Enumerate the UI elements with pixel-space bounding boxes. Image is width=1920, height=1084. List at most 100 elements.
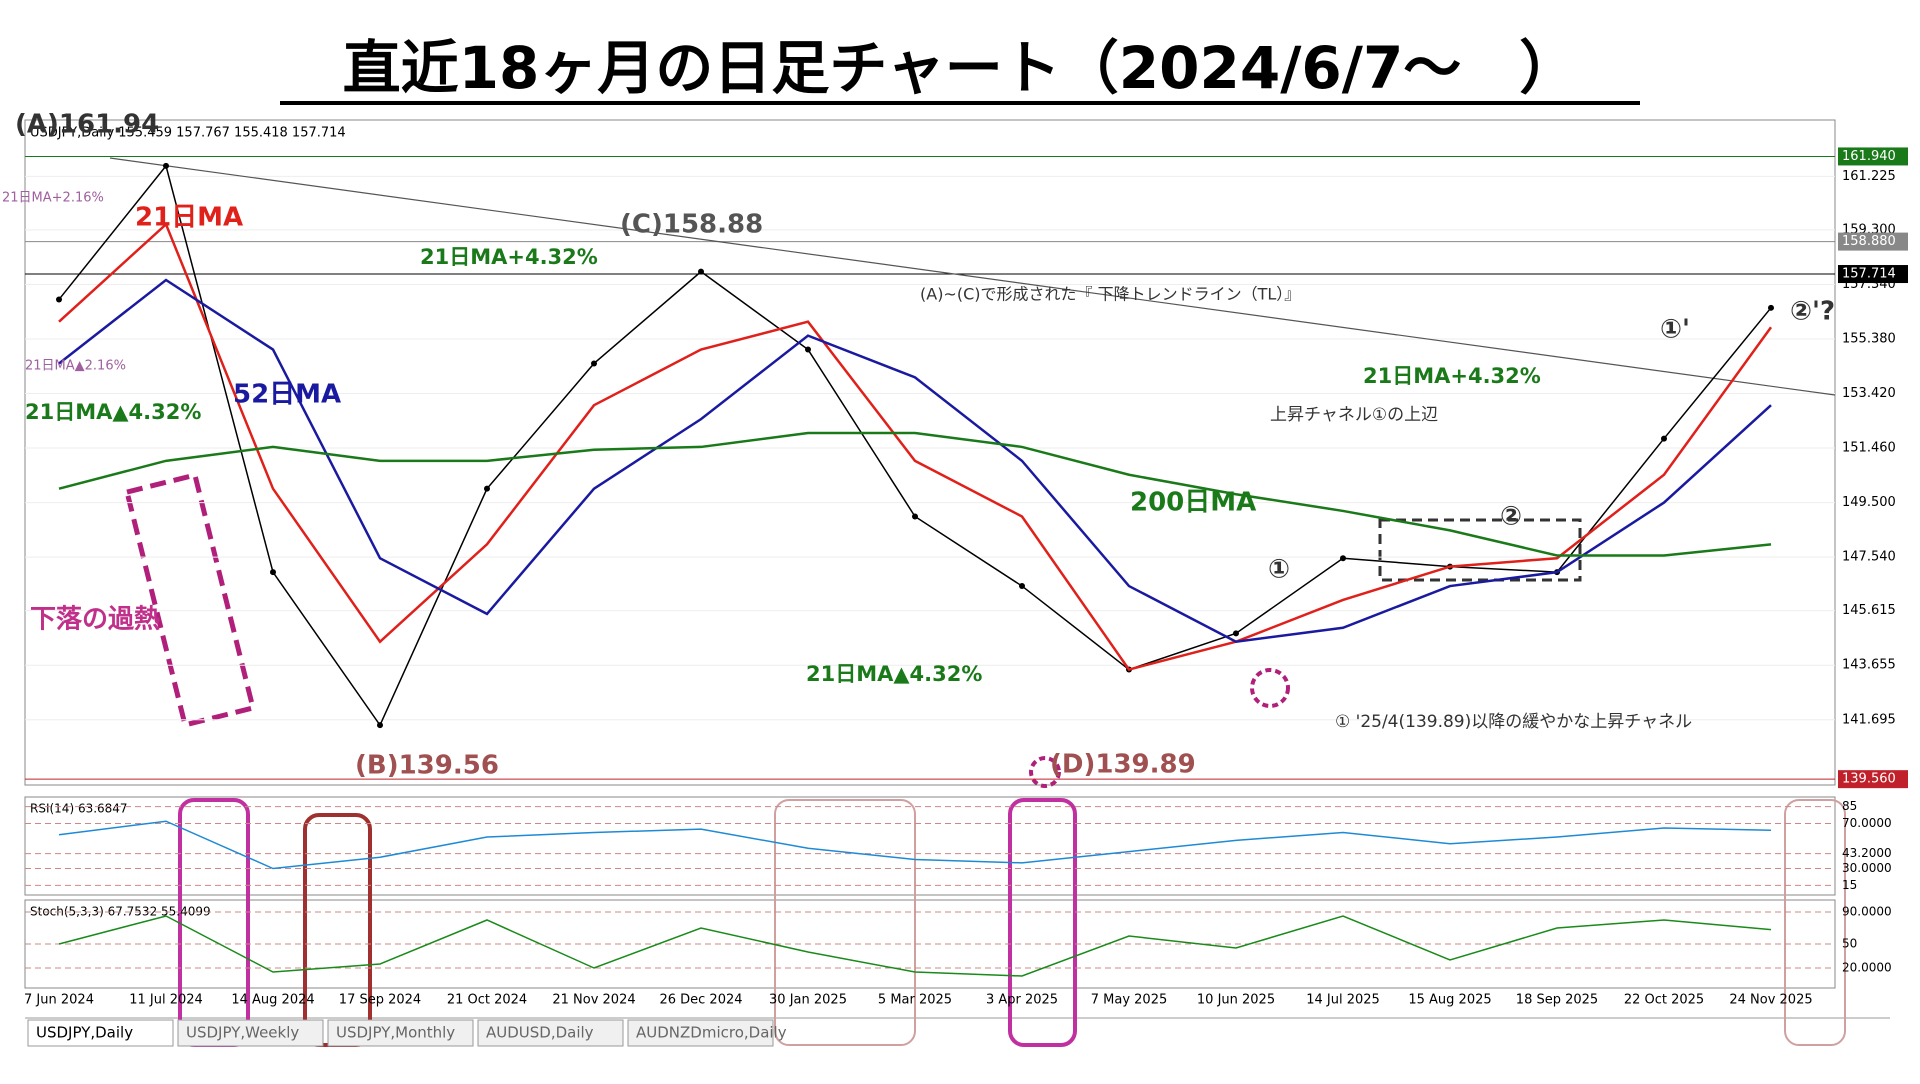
tab-label: USDJPY,Daily bbox=[36, 1024, 133, 1042]
annotation: 21日MA+2.16% bbox=[2, 191, 104, 206]
annotation: ②'? bbox=[1790, 297, 1835, 327]
x-tick-label: 22 Oct 2025 bbox=[1624, 993, 1704, 1008]
annotation: ①' bbox=[1660, 315, 1690, 345]
price-point bbox=[1768, 304, 1774, 311]
annotation: 200日MA bbox=[1130, 488, 1256, 518]
tab[interactable] bbox=[177, 1019, 324, 1047]
tab[interactable] bbox=[327, 1019, 474, 1047]
price-point bbox=[1661, 435, 1667, 442]
annotation: ① bbox=[1268, 555, 1290, 585]
annotation: (D)139.89 bbox=[1050, 750, 1196, 780]
y-tick-label: 20.0000 bbox=[1842, 961, 1892, 975]
price-point bbox=[1233, 630, 1239, 637]
y-tick-label: 85 bbox=[1842, 799, 1857, 813]
price-label-bg bbox=[1838, 265, 1908, 284]
x-tick-label: 30 Jan 2025 bbox=[769, 993, 847, 1008]
annotation: ② bbox=[1500, 502, 1522, 532]
low-circle bbox=[1029, 756, 1061, 788]
stoch-line bbox=[58, 915, 1772, 977]
x-tick-label: 14 Jul 2025 bbox=[1306, 993, 1380, 1008]
range-box bbox=[1378, 518, 1582, 582]
price-point bbox=[805, 346, 811, 353]
rsi-label: RSI(14) 63.6847 bbox=[30, 802, 128, 816]
highlight-box bbox=[1008, 798, 1077, 1047]
price-label-bg bbox=[1838, 770, 1908, 789]
annotation: (A)~(C)で形成された『 下降トレンドライン（TL）』 bbox=[920, 285, 1300, 304]
y-tick-label: 151.460 bbox=[1842, 441, 1896, 456]
price-label: 139.560 bbox=[1842, 772, 1896, 787]
price-label: 158.880 bbox=[1842, 234, 1896, 249]
annotation: 21日MA+4.32% bbox=[420, 245, 598, 269]
x-tick-label: 14 Aug 2024 bbox=[231, 993, 314, 1008]
main-pane bbox=[24, 119, 1836, 786]
highlight-box bbox=[178, 798, 250, 1047]
annotation: 21日MA bbox=[135, 203, 243, 233]
tab[interactable] bbox=[477, 1019, 624, 1047]
price-point bbox=[163, 162, 169, 169]
annotation: 21日MA▲4.32% bbox=[25, 400, 201, 424]
price-label: 157.714 bbox=[1842, 267, 1896, 282]
x-tick-label: 11 Jul 2024 bbox=[129, 993, 203, 1008]
tab-label: USDJPY,Monthly bbox=[336, 1024, 455, 1042]
series-line bbox=[58, 164, 1772, 727]
tab-label: USDJPY,Weekly bbox=[186, 1024, 299, 1042]
price-label-bg bbox=[1838, 232, 1908, 251]
y-tick-label: 30.0000 bbox=[1842, 861, 1892, 875]
x-tick-label: 26 Dec 2024 bbox=[659, 993, 742, 1008]
price-point bbox=[270, 569, 276, 576]
y-tick-label: 155.380 bbox=[1842, 331, 1896, 346]
y-tick-label: 149.500 bbox=[1842, 495, 1896, 510]
x-tick-label: 7 Jun 2024 bbox=[24, 993, 94, 1008]
tab-label: AUDNZDmicro,Daily bbox=[636, 1024, 787, 1042]
price-point bbox=[912, 513, 918, 520]
series-line bbox=[58, 278, 1772, 643]
x-tick-label: 10 Jun 2025 bbox=[1197, 993, 1275, 1008]
annotation: (A)161.94 bbox=[15, 110, 159, 140]
highlight-box bbox=[774, 799, 916, 1046]
x-tick-label: 7 May 2025 bbox=[1091, 993, 1168, 1008]
tab[interactable] bbox=[27, 1019, 174, 1047]
y-tick-label: 15 bbox=[1842, 878, 1857, 892]
annotation: ① '25/4(139.89)以降の緩やかな上昇チャネル bbox=[1335, 712, 1692, 732]
annotation: 21日MA▲2.16% bbox=[25, 359, 126, 374]
tab[interactable] bbox=[627, 1019, 774, 1047]
tab-label: AUDUSD,Daily bbox=[486, 1024, 594, 1042]
chart-title: 直近18ヶ月の日足チャート（2024/6/7～ ） bbox=[343, 34, 1578, 102]
overheat-box bbox=[123, 472, 257, 728]
x-tick-label: 18 Sep 2025 bbox=[1516, 993, 1598, 1008]
x-tick-label: 17 Sep 2024 bbox=[339, 993, 421, 1008]
annotation: (B)139.56 bbox=[355, 751, 499, 781]
y-tick-label: 161.225 bbox=[1842, 169, 1896, 184]
low-circle bbox=[1250, 668, 1290, 708]
price-point bbox=[1019, 583, 1025, 590]
x-tick-label: 5 Mar 2025 bbox=[878, 993, 952, 1008]
series-line bbox=[58, 222, 1773, 671]
annotation: (C)158.88 bbox=[620, 210, 763, 240]
series-line bbox=[58, 431, 1772, 557]
price-point bbox=[1340, 555, 1346, 562]
highlight-box bbox=[303, 813, 372, 1047]
y-tick-label: 70.0000 bbox=[1842, 816, 1892, 830]
trend-line bbox=[109, 157, 1836, 396]
price-point bbox=[591, 360, 597, 367]
rsi-line bbox=[58, 820, 1772, 870]
x-tick-label: 3 Apr 2025 bbox=[986, 993, 1058, 1008]
x-tick-label: 15 Aug 2025 bbox=[1408, 993, 1491, 1008]
y-tick-label: 145.615 bbox=[1842, 603, 1896, 618]
y-tick-label: 90.0000 bbox=[1842, 905, 1892, 919]
highlight-box bbox=[1784, 799, 1846, 1046]
price-point bbox=[56, 296, 62, 303]
price-point bbox=[698, 268, 704, 275]
price-label: 161.940 bbox=[1842, 149, 1896, 164]
annotation: 21日MA▲4.32% bbox=[806, 662, 982, 686]
y-tick-label: 141.695 bbox=[1842, 712, 1896, 727]
price-point bbox=[377, 722, 383, 729]
annotation: 21日MA+4.32% bbox=[1363, 364, 1541, 388]
y-tick-label: 147.540 bbox=[1842, 550, 1896, 565]
annotation: 上昇チャネル①の上辺 bbox=[1270, 405, 1438, 425]
y-tick-label: 43.2000 bbox=[1842, 846, 1892, 860]
y-tick-label: 50 bbox=[1842, 937, 1857, 951]
annotation: 52日MA bbox=[233, 380, 341, 410]
x-tick-label: 21 Nov 2024 bbox=[552, 993, 635, 1008]
